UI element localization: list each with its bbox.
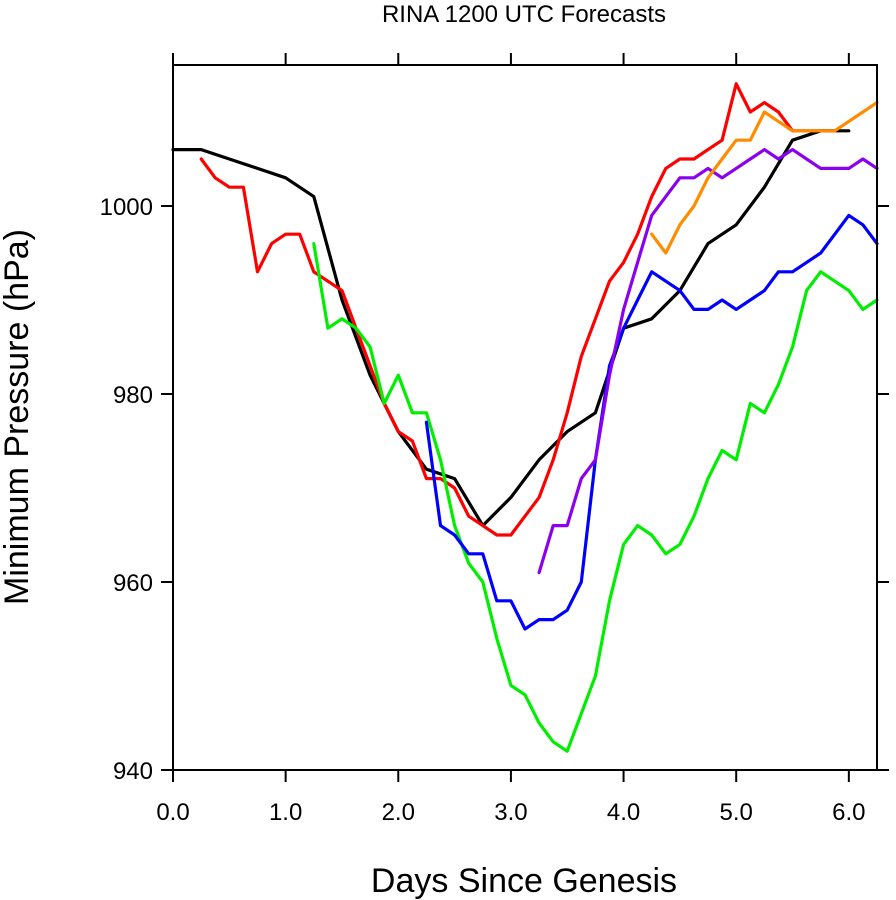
x-tick-label: 2.0 [382, 799, 415, 826]
plot-frame [172, 64, 878, 771]
series-line-6 [650, 100, 879, 255]
x-tick-label: 4.0 [607, 799, 640, 826]
series-line-4 [424, 213, 879, 631]
series-line-1 [171, 129, 851, 528]
x-tick-label: 3.0 [494, 799, 527, 826]
y-tick-label: 1000 [100, 194, 153, 221]
x-axis-label: Days Since Genesis [371, 862, 677, 900]
x-tick-label: 1.0 [269, 799, 302, 826]
y-tick-label: 940 [113, 758, 153, 785]
y-tick-label: 960 [113, 570, 153, 597]
series-line-3 [312, 242, 879, 753]
series-layer [171, 82, 879, 753]
series-line-5 [537, 148, 879, 575]
series-line-2 [199, 82, 837, 537]
x-tick-label: 0.0 [156, 799, 189, 826]
x-tick-label: 5.0 [720, 799, 753, 826]
y-axis-label: Minimum Pressure (hPa) [0, 229, 36, 605]
chart-title: RINA 1200 UTC Forecasts [382, 1, 666, 28]
ticks-layer: 0.0 1.0 2.0 3.0 4.0 5.0 6.0 940 960 980 1000 [100, 53, 889, 826]
x-tick-label: 6.0 [832, 799, 865, 826]
y-tick-label: 980 [113, 382, 153, 409]
